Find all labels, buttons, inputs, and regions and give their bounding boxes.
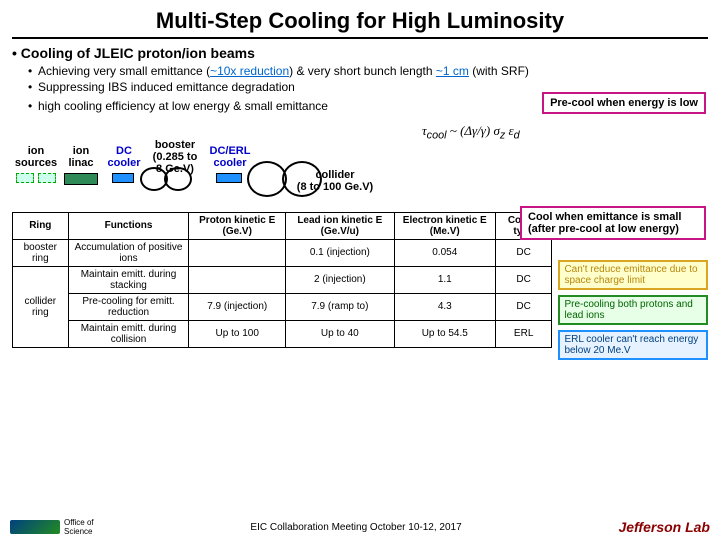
callout-precool: Pre-cool when energy is low [542,92,706,114]
cell: Maintain emitt. during stacking [68,266,189,293]
b1-blue2: ~1 cm [436,64,469,78]
table-row: Maintain emitt. during collision Up to 1… [13,320,552,347]
heading-text: Cooling of JLEIC proton/ion beams [21,45,255,61]
cell: DC [495,266,552,293]
cooling-diagram: ion sources ion linac DC cooler booster … [12,123,708,208]
cell: collider ring [13,266,69,347]
table-row: Pre-cooling for emitt. reduction 7.9 (in… [13,293,552,320]
callout-cool-text: Cool when emittance is small (after pre-… [528,211,681,235]
footer-text: EIC Collaboration Meeting October 10-12,… [250,522,461,533]
cell: 7.9 (ramp to) [286,293,395,320]
b1-blue: ~10x reduction [210,64,289,78]
b1-pre: Achieving very small emittance ( [38,64,210,78]
cell: DC [495,293,552,320]
label-collider: collider (8 to 100 Ge.V) [290,169,380,193]
cell: 2 (injection) [286,266,395,293]
note-space-charge: Can't reduce emittance due to space char… [558,260,708,290]
th-elec: Electron kinetic E (Me.V) [394,212,495,239]
cell: Maintain emitt. during collision [68,320,189,347]
main-heading: • Cooling of JLEIC proton/ion beams [12,45,708,61]
cell [189,266,286,293]
cell: 7.9 (injection) [189,293,286,320]
label-ion-sources: ion sources [12,145,60,169]
cell: Accumulation of positive ions [68,239,189,266]
formula: τcool ~ (Δγ/γ) σz εd [422,123,520,142]
note-precool-both: Pre-cooling both protons and lead ions [558,295,708,325]
label-ion-linac: ion linac [64,145,98,169]
th-ring: Ring [13,212,69,239]
th-func: Functions [68,212,189,239]
note-erl-limit: ERL cooler can't reach energy below 20 M… [558,330,708,360]
b1-mid: ) & very short bunch length [289,64,436,78]
jlab-logo: Jefferson Lab [618,519,710,535]
cell: booster ring [13,239,69,266]
label-dc-cooler: DC cooler [104,145,144,169]
footer: Office ofScience EIC Collaboration Meeti… [0,518,720,536]
label-dcerl: DC/ERL cooler [206,145,254,169]
bullet-1: Achieving very small emittance (~10x red… [28,64,708,80]
cell: DC [495,239,552,266]
b1-end: (with SRF) [469,64,529,78]
cell: ERL [495,320,552,347]
cell: Pre-cooling for emitt. reduction [68,293,189,320]
callout-cool-small: Cool when emittance is small (after pre-… [520,206,706,240]
th-lead: Lead ion kinetic E (Ge.V/u) [286,212,395,239]
cell: 4.3 [394,293,495,320]
cell: 1.1 [394,266,495,293]
th-proton: Proton kinetic E (Ge.V) [189,212,286,239]
doe-logo-icon [10,520,60,534]
slide-title: Multi-Step Cooling for High Luminosity [12,8,708,39]
cell [189,239,286,266]
cell: Up to 54.5 [394,320,495,347]
table-row: booster ring Accumulation of positive io… [13,239,552,266]
office-science: Office ofScience [64,518,94,536]
cell: Up to 40 [286,320,395,347]
table-row: collider ring Maintain emitt. during sta… [13,266,552,293]
cell: Up to 100 [189,320,286,347]
cell: 0.1 (injection) [286,239,395,266]
cell: 0.054 [394,239,495,266]
logo-left: Office ofScience [10,518,94,536]
cooling-table: Ring Functions Proton kinetic E (Ge.V) L… [12,212,552,348]
